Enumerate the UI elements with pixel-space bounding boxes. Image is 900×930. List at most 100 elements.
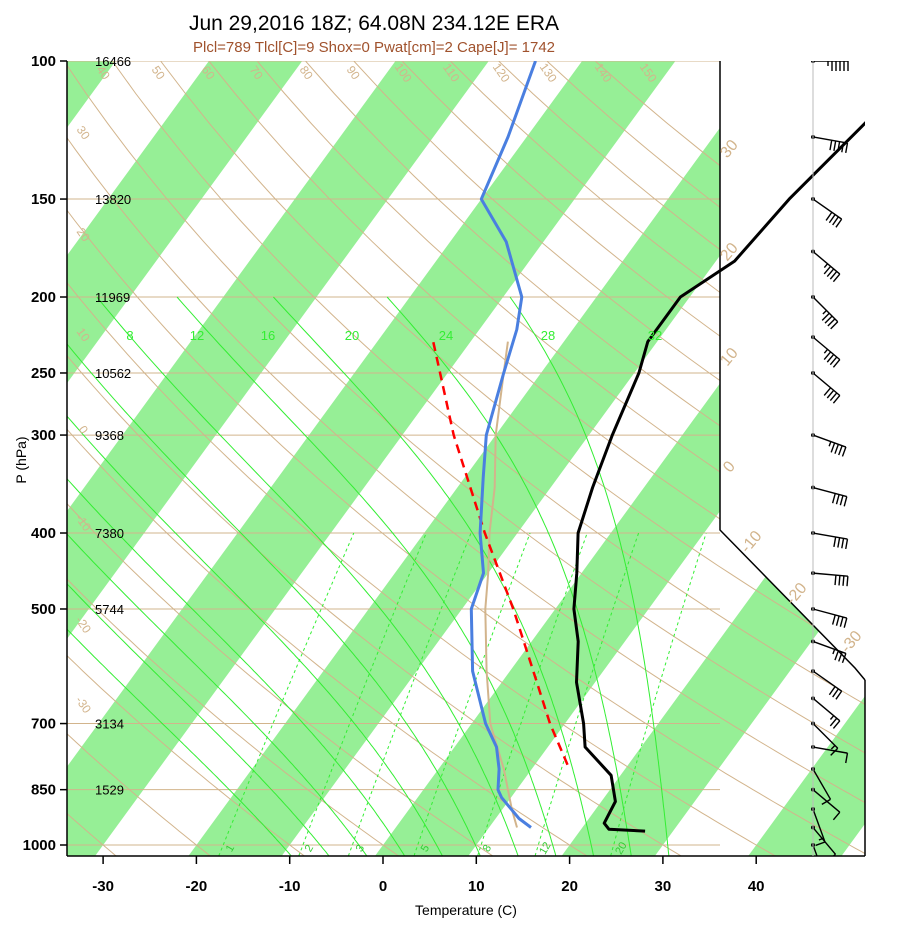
dry-adiabat-label: 80	[297, 63, 316, 82]
parcel-trace	[431, 341, 569, 766]
moist-adiabat-line	[67, 478, 406, 856]
x-tick-label: 10	[468, 878, 485, 895]
theta-e-label: 24	[439, 328, 453, 343]
wind-barb-flag	[845, 538, 849, 550]
mixing-ratio-line	[477, 532, 588, 856]
wind-barb-staff	[812, 608, 847, 619]
height-labels: 16466 13820 11969 10562 9368 7380 5744 3134 1529	[95, 54, 131, 798]
wind-barb-flag	[825, 211, 833, 221]
wind-barb-flag	[835, 615, 840, 626]
y-tick-label: 700	[31, 716, 56, 733]
wind-barb-flag	[828, 686, 836, 696]
wind-barb-flag	[833, 140, 837, 151]
height-label: 10562	[95, 366, 131, 381]
wind-barb-flag	[839, 616, 844, 627]
temp-band	[67, 61, 489, 639]
mixing-ratio-label: 12	[537, 840, 554, 857]
wind-barb-flag	[830, 747, 839, 756]
wind-barb-flag	[823, 351, 832, 361]
dry-adiabat-line	[111, 61, 865, 705]
wind-barb-staff	[812, 808, 826, 843]
mixing-ratio-line	[534, 532, 640, 856]
mixing-ratio-lines	[218, 532, 707, 856]
moist-adiabat-line	[67, 343, 481, 856]
wind-barb-staff	[812, 746, 848, 754]
dry-adiabat-line	[67, 354, 683, 856]
wind-barb-halfflag	[822, 309, 827, 315]
height-label: 13820	[95, 192, 131, 207]
dry-adiabat-line	[67, 136, 865, 804]
mixing-ratio-labels: 1 2 3 5 8 12 20	[224, 840, 630, 857]
y-tick-label: 100	[31, 53, 56, 70]
wind-barb-flag	[831, 493, 836, 504]
moist-adiabat-line	[67, 415, 444, 856]
dry-adiabat-label: 90	[344, 63, 363, 82]
dry-adiabat-label: 130	[537, 60, 560, 85]
mixing-ratio-label: 3	[354, 843, 367, 854]
wind-barb-flag	[826, 268, 835, 278]
x-tick-label: -20	[186, 878, 208, 895]
height-label: 7380	[95, 526, 124, 541]
dry-adiabat-line	[67, 282, 777, 856]
wind-barb	[811, 249, 841, 283]
dry-adiabat-line	[67, 209, 865, 855]
wind-barb	[811, 531, 849, 550]
wind-barb-flag	[832, 216, 839, 226]
dry-adiabat-label: 50	[149, 63, 168, 82]
dry-adiabat-label: 30	[74, 123, 93, 142]
moist-adiabat-line	[67, 533, 368, 856]
wind-barb-flag	[835, 218, 843, 228]
y-tick-label: 1000	[23, 837, 56, 854]
height-label: 11969	[95, 290, 130, 305]
moist-adiabat-line	[176, 296, 557, 856]
wind-barb-halfflag	[830, 744, 836, 750]
theta-e-label: 32	[648, 328, 662, 343]
temp-band	[188, 61, 862, 856]
y-axis-label: P (hPa)	[13, 436, 29, 483]
wind-barb-staff	[812, 136, 848, 144]
y-tick-label: 200	[31, 289, 56, 306]
mixing-ratio-line	[347, 532, 472, 856]
wind-barb-flag	[821, 312, 830, 321]
wind-barb-flag	[832, 811, 841, 821]
x-axis-label: Temperature (C)	[415, 902, 517, 918]
mixing-ratio-label: 2	[303, 843, 316, 854]
wind-barb-staff	[812, 789, 841, 813]
wind-barb-flag	[829, 392, 838, 402]
wind-barb-staff	[812, 198, 843, 220]
dry-adiabat-label: -30	[73, 694, 95, 717]
wind-barb-staff	[812, 372, 841, 397]
wind-barb	[811, 134, 849, 154]
wind-barb-staff	[812, 251, 841, 275]
dry-adiabat-line	[208, 61, 865, 612]
y-tick-label: 850	[31, 782, 56, 799]
theta-e-label: 12	[190, 328, 204, 343]
wind-barb-flag	[832, 359, 841, 368]
wind-barb-flag	[832, 273, 841, 283]
theta-e-label: 28	[541, 328, 555, 343]
height-label: 3134	[95, 717, 124, 732]
wind-barb-staff	[812, 296, 839, 323]
moist-adiabat-line	[386, 296, 632, 856]
wind-barb	[811, 433, 847, 457]
plot-area	[67, 61, 865, 856]
wind-barb-flag	[838, 575, 841, 586]
wind-barb-flag	[833, 536, 837, 547]
wind-barb-flag	[846, 576, 849, 587]
wind-barb-halfflag	[828, 441, 832, 447]
moist-adiabat-line	[96, 296, 519, 856]
x-tick-label: 30	[655, 878, 672, 895]
dry-adiabat-line	[67, 64, 865, 754]
wind-barb-staff	[812, 572, 848, 577]
theta-e-label: 20	[345, 328, 359, 343]
y-tick-label: 150	[31, 191, 56, 208]
wind-barb-flag	[832, 720, 841, 729]
wind-barb	[811, 571, 849, 587]
wind-barb-flag	[826, 389, 835, 399]
moist-adiabat-line	[273, 296, 595, 856]
wind-barb-halfflag	[832, 649, 836, 655]
wind-barb-flag	[834, 444, 840, 454]
wind-barb-flag	[837, 141, 841, 152]
temperature-trace	[572, 121, 865, 833]
